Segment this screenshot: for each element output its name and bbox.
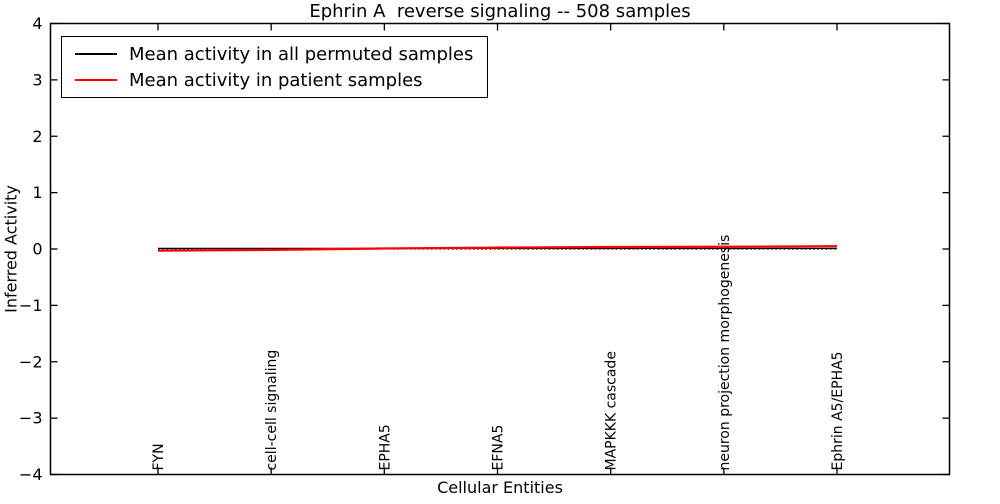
legend-line-patient-samples: [75, 79, 117, 81]
x-tick-label: neuron projection morphogenesis: [717, 235, 733, 471]
chart-title: Ephrin A reverse signaling -- 508 sample…: [309, 1, 691, 22]
legend-line-permuted-samples: [75, 53, 117, 55]
y-tick-label: −4: [19, 465, 43, 484]
legend: Mean activity in all permuted samples Me…: [61, 36, 489, 98]
legend-entry-patient: Mean activity in patient samples: [75, 67, 473, 93]
x-tick-label: Ephrin A5/EPHA5: [830, 351, 846, 470]
x-tick-label: FYN: [151, 443, 167, 470]
x-tick-label: EPHA5: [377, 424, 393, 470]
y-tick-label: 0: [32, 240, 42, 259]
y-tick-label: 4: [32, 14, 42, 33]
y-tick-label: 1: [32, 183, 42, 202]
y-tick-label: 2: [32, 127, 42, 146]
y-axis-label: Inferred Activity: [1, 185, 21, 313]
x-tick-label: cell-cell signaling: [264, 350, 280, 471]
y-tick-label: 3: [32, 70, 42, 89]
y-tick-label: −3: [19, 409, 43, 428]
x-axis-label: Cellular Entities: [437, 478, 563, 497]
y-tick-label: −1: [19, 296, 43, 315]
series-line-patient: [157, 245, 838, 252]
x-tick-label: MAPKKK cascade: [604, 351, 620, 470]
legend-entry-permuted: Mean activity in all permuted samples: [75, 41, 473, 67]
x-tick-label: EFNA5: [491, 425, 507, 471]
y-tick-label: −2: [19, 352, 43, 371]
legend-label-permuted-samples: Mean activity in all permuted samples: [129, 43, 474, 65]
legend-label-patient-samples: Mean activity in patient samples: [129, 69, 423, 91]
